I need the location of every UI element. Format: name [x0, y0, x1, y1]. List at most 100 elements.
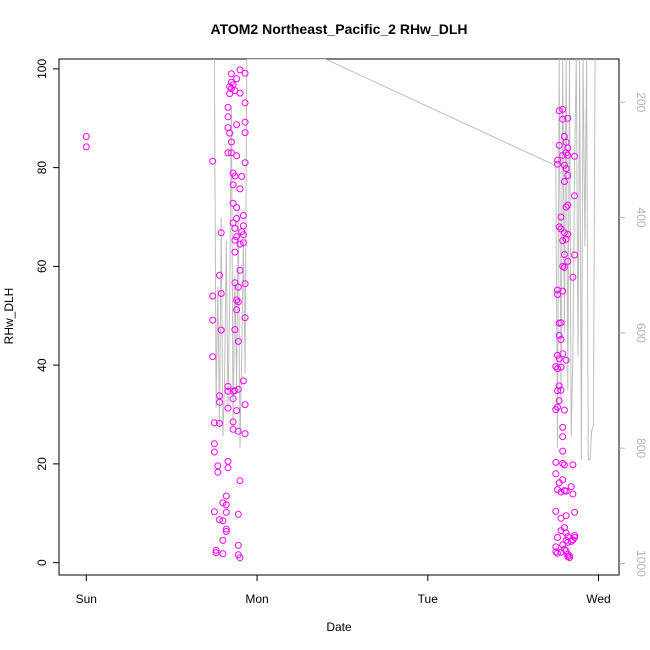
data-point	[554, 156, 561, 164]
data-point	[571, 532, 579, 539]
data-point	[560, 545, 568, 553]
data-point	[560, 263, 568, 271]
x-axis-label: Date	[326, 620, 352, 634]
data-point	[224, 103, 232, 111]
data-point	[552, 543, 560, 551]
data-point	[554, 286, 561, 294]
y-axis-label: RHw_DLH	[2, 288, 16, 345]
data-point	[241, 69, 249, 77]
data-point	[560, 229, 568, 237]
data-point	[231, 387, 239, 395]
x-tick-label: Sun	[76, 592, 97, 606]
data-point	[233, 233, 241, 241]
data-point	[559, 459, 567, 467]
data-point	[557, 386, 565, 394]
y-tick-label: 20	[35, 457, 49, 471]
data-point	[239, 377, 247, 385]
data-point	[241, 118, 249, 126]
data-point	[216, 516, 223, 524]
x-axis: Sun Mon Tue Wed	[76, 574, 611, 606]
data-point	[234, 510, 242, 518]
data-point	[229, 199, 237, 207]
data-point	[234, 283, 242, 291]
data-point	[239, 212, 247, 219]
data-point	[569, 490, 577, 498]
data-point	[564, 550, 572, 558]
data-point	[210, 508, 218, 516]
data-point	[216, 419, 223, 427]
data-point	[564, 144, 572, 152]
x-tick-label: Mon	[245, 592, 268, 606]
data-point	[564, 230, 572, 238]
data-point	[219, 550, 227, 558]
data-point	[222, 501, 230, 509]
data-point	[559, 262, 567, 270]
data-point	[239, 222, 247, 230]
data-point	[554, 403, 561, 411]
secondary-y-axis: 200 400 600 800 1000	[619, 92, 648, 577]
data-point	[557, 225, 565, 233]
y-tick-label: 100	[35, 59, 49, 79]
data-point	[571, 251, 579, 259]
data-point	[219, 499, 227, 507]
data-point	[555, 397, 563, 405]
line-series-path	[213, 59, 596, 461]
data-point	[227, 85, 235, 93]
y2-tick-label: 400	[634, 208, 648, 228]
data-point	[241, 280, 249, 288]
data-point	[209, 292, 217, 300]
data-point	[238, 173, 246, 180]
data-point	[234, 385, 242, 393]
data-point	[564, 201, 572, 209]
data-point	[554, 365, 561, 373]
data-point	[559, 105, 567, 113]
data-point	[554, 486, 561, 494]
data-point	[212, 549, 220, 557]
data-point	[560, 251, 568, 258]
data-point	[555, 223, 563, 231]
data-point	[560, 406, 568, 414]
data-point	[217, 290, 225, 297]
data-point	[222, 508, 230, 516]
data-point	[555, 355, 563, 363]
y-tick-label: 80	[35, 161, 49, 175]
data-point	[571, 192, 579, 200]
data-point	[552, 363, 560, 371]
x-tick-label: Tue	[418, 592, 439, 606]
data-point	[233, 204, 241, 212]
data-point	[233, 121, 241, 129]
data-point	[559, 287, 567, 295]
data-point	[224, 464, 232, 472]
data-point	[564, 151, 572, 159]
data-point	[234, 541, 242, 549]
data-point	[562, 536, 570, 544]
data-point	[229, 418, 237, 426]
data-point	[571, 508, 579, 516]
data-point	[210, 440, 218, 448]
data-point	[571, 534, 579, 541]
data-point	[226, 83, 234, 91]
data-point	[231, 248, 239, 256]
data-point	[219, 517, 227, 525]
data-point	[233, 407, 241, 415]
data-point	[227, 149, 235, 157]
data-point	[231, 326, 239, 334]
data-point	[569, 273, 577, 281]
data-point	[229, 181, 237, 189]
data-point	[226, 129, 234, 137]
data-point	[559, 115, 567, 123]
y2-tick-label: 200	[634, 92, 648, 112]
data-point	[562, 356, 570, 364]
plot-border	[58, 58, 620, 576]
data-point	[231, 236, 239, 244]
data-point	[241, 314, 249, 322]
data-point	[233, 296, 241, 304]
data-point	[241, 401, 249, 409]
line-series	[213, 59, 596, 461]
data-point	[560, 161, 568, 169]
data-point	[562, 487, 570, 495]
data-point	[219, 536, 227, 544]
data-point	[231, 172, 239, 180]
data-point	[554, 549, 561, 557]
data-point	[209, 316, 217, 324]
